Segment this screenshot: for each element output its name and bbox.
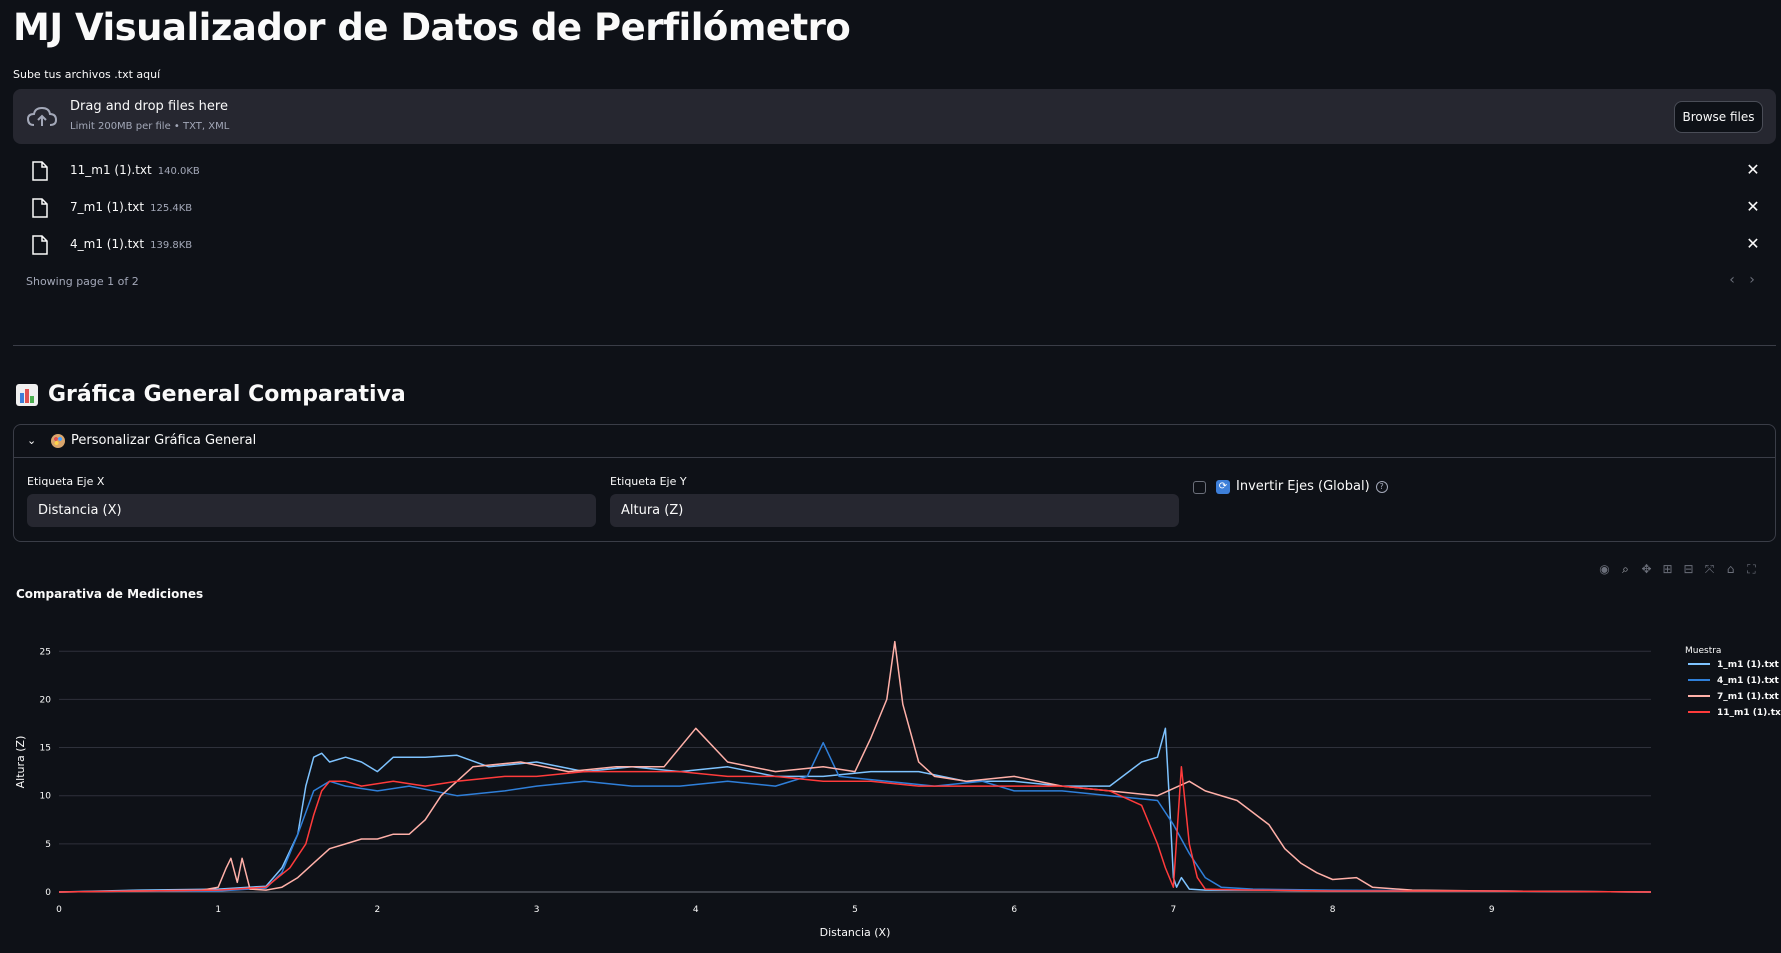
x-tick-label: 4 xyxy=(693,905,699,915)
x-tick-label: 0 xyxy=(56,905,62,915)
chart-series xyxy=(58,640,1652,893)
y-tick-label: 15 xyxy=(40,744,51,754)
legend-entry[interactable]: 1_m1 (1).txt xyxy=(1717,660,1780,670)
help-icon[interactable]: ? xyxy=(1375,480,1388,493)
invert-axes-label: ⟳ Invertir Ejes (Global) ? xyxy=(1216,479,1388,494)
legend-entry[interactable]: 7_m1 (1).txt xyxy=(1717,692,1780,702)
y-axis-label-input[interactable] xyxy=(610,494,1179,527)
x-tick-label: 2 xyxy=(375,905,381,915)
x-label-caption: Etiqueta Eje X xyxy=(27,475,105,488)
bar-chart-icon xyxy=(16,383,38,406)
uploaded-file-row: 4_m1 (1).txt 139.8KB ✕ xyxy=(28,231,1768,261)
zoom-in-icon[interactable]: ⊞ xyxy=(1662,562,1673,576)
zoom-icon[interactable]: ⌕ xyxy=(1622,562,1629,576)
reset-axes-icon[interactable]: ⌂ xyxy=(1726,562,1735,576)
x-tick-label: 9 xyxy=(1489,905,1495,915)
x-axis-label: Distancia (X) xyxy=(820,926,891,939)
dropzone-title: Drag and drop files here xyxy=(70,99,228,114)
series-line[interactable] xyxy=(58,741,1652,893)
x-tick-label: 5 xyxy=(852,905,858,915)
file-dropzone[interactable] xyxy=(13,89,1776,144)
expander-header[interactable]: ⌄ Personalizar Gráfica General xyxy=(13,424,1776,458)
y-tick-label: 25 xyxy=(40,647,51,657)
x-tick-labels: 0 1 2 3 4 5 6 7 8 9 xyxy=(56,905,1495,915)
autoscale-icon[interactable]: ⤧ xyxy=(1704,562,1715,576)
chevron-down-icon: ⌄ xyxy=(27,434,37,447)
y-label-caption: Etiqueta Eje Y xyxy=(610,475,687,488)
series-line[interactable] xyxy=(58,727,1652,893)
file-size: 140.0KB xyxy=(157,166,200,177)
dropzone-limit-text: Limit 200MB per file • TXT, XML xyxy=(70,121,230,132)
section-title: Gráfica General Comparativa xyxy=(16,382,406,407)
y-tick-labels: 0 5 10 15 20 25 xyxy=(40,647,52,898)
zoom-out-icon[interactable]: ⊟ xyxy=(1683,562,1694,576)
palette-icon xyxy=(51,433,65,448)
file-size: 139.8KB xyxy=(150,240,193,251)
pan-icon[interactable]: ✥ xyxy=(1641,562,1652,576)
file-name: 11_m1 (1).txt 140.0KB xyxy=(70,163,200,177)
y-axis-label: Altura (Z) xyxy=(14,736,27,789)
chart-legend: 1_m1 (1).txt 4_m1 (1).txt 7_m1 (1).txt 11_m… xyxy=(1688,660,1781,718)
x-tick-label: 7 xyxy=(1171,905,1177,915)
customize-expander xyxy=(13,424,1776,542)
y-tick-label: 20 xyxy=(40,695,52,705)
chart-grid xyxy=(59,650,1651,893)
prev-page-icon[interactable]: ‹ xyxy=(1729,272,1735,288)
x-tick-label: 3 xyxy=(534,905,540,915)
legend-title: Muestra xyxy=(1685,646,1721,656)
y-tick-label: 10 xyxy=(40,792,52,802)
remove-file-icon[interactable]: ✕ xyxy=(1746,160,1760,179)
series-line[interactable] xyxy=(58,766,1652,893)
next-page-icon[interactable]: › xyxy=(1749,272,1755,288)
chart-title: Comparativa de Mediciones xyxy=(16,587,203,601)
uploaded-file-row: 7_m1 (1).txt 125.4KB ✕ xyxy=(28,194,1768,224)
remove-file-icon[interactable]: ✕ xyxy=(1746,197,1760,216)
file-icon xyxy=(32,235,48,255)
x-tick-label: 6 xyxy=(1011,905,1017,915)
remove-file-icon[interactable]: ✕ xyxy=(1746,234,1760,253)
legend-entry[interactable]: 4_m1 (1).txt xyxy=(1717,676,1780,686)
file-icon xyxy=(32,161,48,181)
x-tick-label: 1 xyxy=(215,905,221,915)
browse-files-button[interactable]: Browse files xyxy=(1674,101,1763,133)
file-name: 4_m1 (1).txt 139.8KB xyxy=(70,237,193,251)
uploaded-file-row: 11_m1 (1).txt 140.0KB ✕ xyxy=(28,157,1768,187)
uploader-label: Sube tus archivos .txt aquí xyxy=(13,68,161,81)
y-tick-label: 0 xyxy=(45,888,51,898)
plot-modebar: ◉ ⌕ ✥ ⊞ ⊟ ⤧ ⌂ ⛶ xyxy=(1596,561,1760,577)
x-axis-label-input[interactable] xyxy=(27,494,596,527)
page-title: MJ Visualizador de Datos de Perfilómetro xyxy=(13,6,851,49)
series-line[interactable] xyxy=(58,640,1652,893)
cloud-upload-icon xyxy=(26,106,58,126)
divider xyxy=(13,345,1776,346)
invert-axes-checkbox[interactable] xyxy=(1193,481,1206,494)
camera-icon[interactable]: ◉ xyxy=(1599,562,1610,576)
x-tick-label: 8 xyxy=(1330,905,1336,915)
expander-label: Personalizar Gráfica General xyxy=(71,433,257,448)
file-size: 125.4KB xyxy=(150,203,193,214)
pagination-info: Showing page 1 of 2 xyxy=(26,275,139,288)
fullscreen-icon[interactable]: ⛶ xyxy=(1747,562,1756,576)
legend-entry[interactable]: 11_m1 (1).txt xyxy=(1717,708,1781,718)
file-icon xyxy=(32,198,48,218)
y-tick-label: 5 xyxy=(45,840,51,850)
file-name: 7_m1 (1).txt 125.4KB xyxy=(70,200,193,214)
sync-icon: ⟳ xyxy=(1216,479,1230,494)
